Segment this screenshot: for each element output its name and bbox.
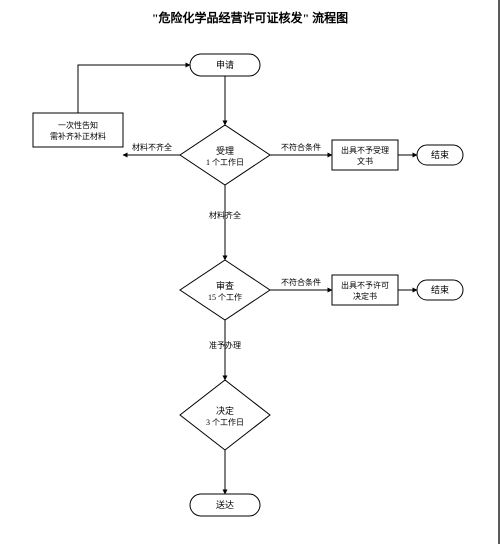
node-label2-rej2: 决定书	[353, 291, 377, 301]
edge-label-accept-to-rej1: 不符合条件	[281, 142, 321, 152]
edge-label-review-to-decide: 准予办理	[209, 340, 241, 350]
edge-label-accept-to-review: 材料齐全	[209, 210, 241, 220]
flowchart-title: "危险化学品经营许可证核发" 流程图	[152, 10, 348, 25]
node-label2-supplement: 需补齐补正材料	[50, 131, 106, 141]
node-label1-rej1: 出具不予受理	[341, 145, 389, 155]
node-label1-decide: 决定	[216, 405, 234, 416]
edge-label-review-to-rej2: 不符合条件	[281, 277, 321, 287]
node-label1-supplement: 一次性告知	[58, 120, 98, 130]
node-label2-accept: 1 个工作日	[206, 157, 244, 167]
node-supplement	[33, 113, 123, 147]
node-label1-rej2: 出具不予许可	[341, 280, 389, 290]
node-label-end1: 结束	[431, 149, 449, 160]
node-label-apply: 申请	[216, 59, 234, 70]
node-label2-review: 15 个工作	[208, 292, 242, 302]
flowchart: "危险化学品经营许可证核发" 流程图材料齐全准予办理不符合条件不符合条件材料不齐…	[0, 0, 500, 544]
edge-label-accept-to-supp: 材料不齐全	[132, 142, 172, 152]
edge-supp-to-apply	[78, 65, 190, 113]
node-label2-rej1: 文书	[357, 156, 373, 166]
node-label1-review: 审查	[216, 280, 234, 291]
node-label2-decide: 3 个工作日	[206, 417, 244, 427]
node-label-deliver: 送达	[216, 499, 234, 510]
node-label1-accept: 受理	[216, 145, 234, 156]
node-label-end2: 结束	[431, 284, 449, 295]
